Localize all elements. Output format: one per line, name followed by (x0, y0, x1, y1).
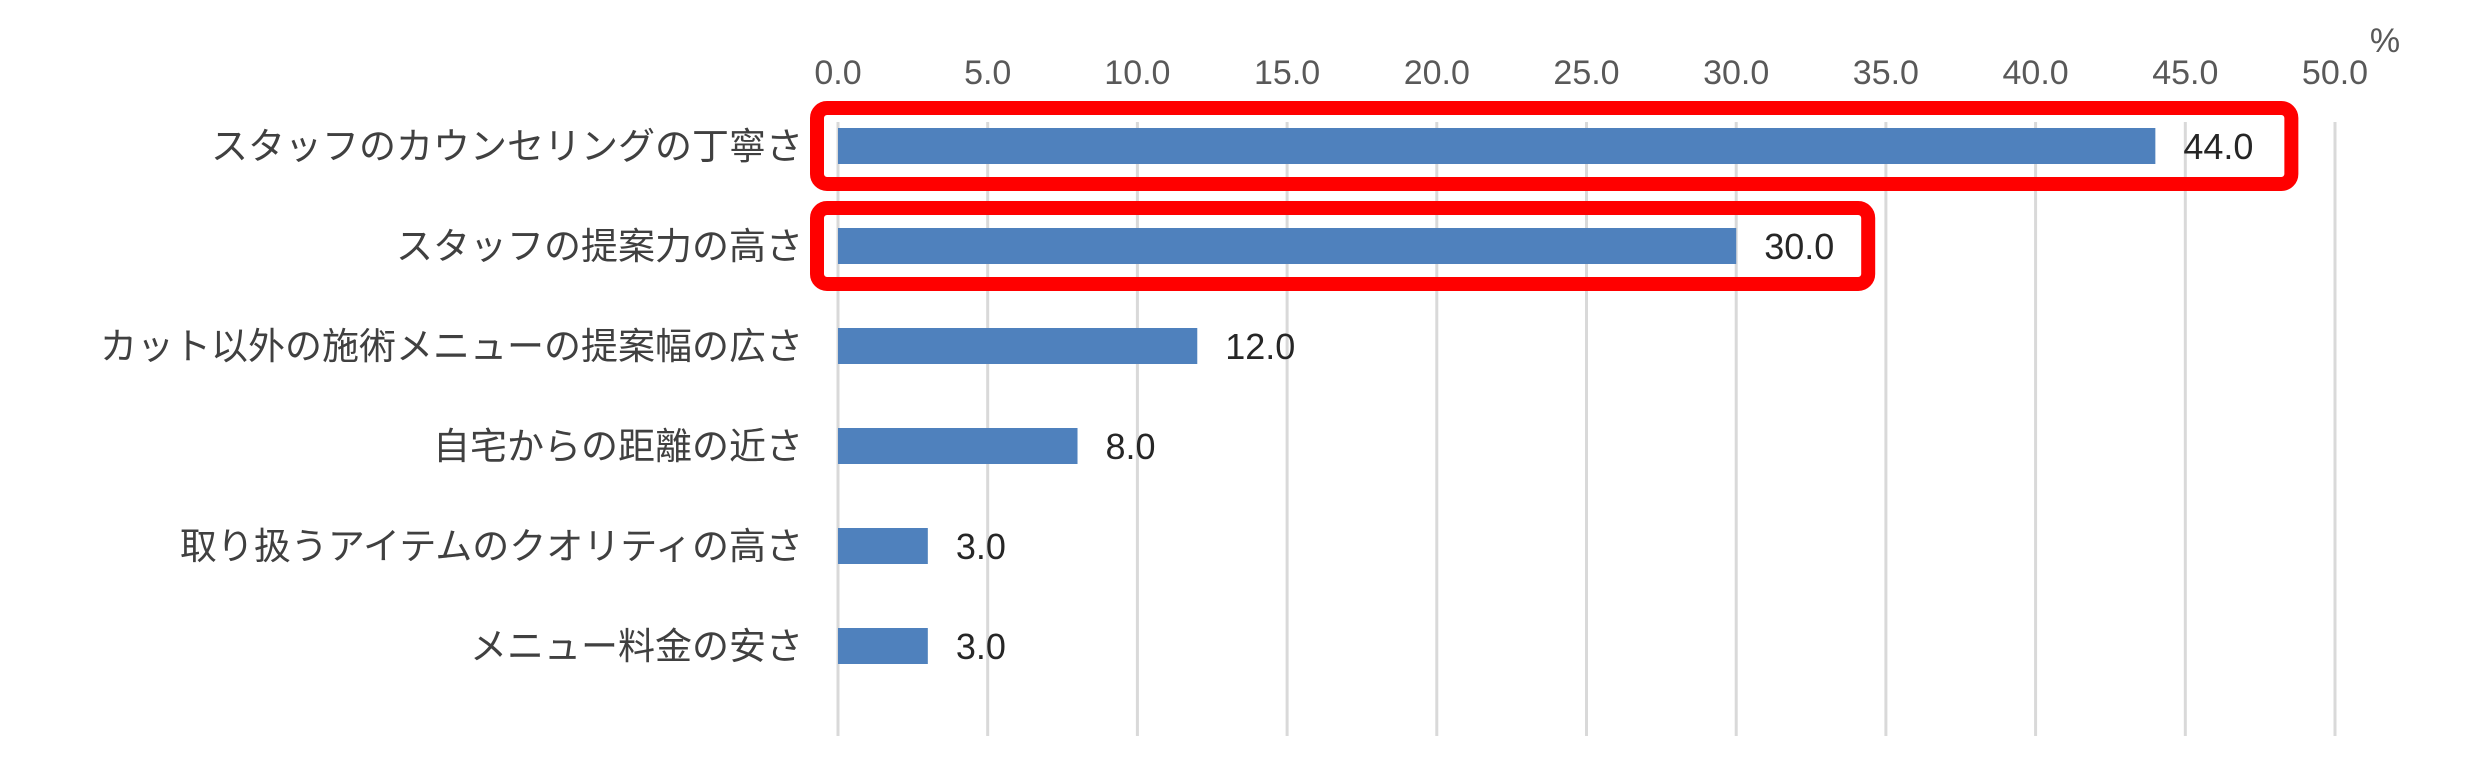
gridlines (836, 122, 2337, 736)
x-tick-label: 0.0 (814, 54, 861, 92)
highlight-boxes (810, 101, 2299, 291)
bar (838, 628, 928, 664)
x-tick-label: 20.0 (1404, 54, 1470, 92)
data-label: 3.0 (956, 526, 1006, 567)
bar (838, 128, 2156, 164)
category-label: カット以外の施術メニューの提案幅の広さ (100, 325, 803, 368)
x-tick-label: 45.0 (2152, 54, 2218, 92)
highlight-box (810, 201, 1876, 291)
x-tick-label: 40.0 (2003, 54, 2069, 92)
bar (838, 428, 1078, 464)
highlight-box (810, 101, 2299, 191)
data-label: 8.0 (1106, 426, 1156, 467)
x-tick-label: 30.0 (1703, 54, 1769, 92)
x-tick-label: 35.0 (1853, 54, 1919, 92)
bar (838, 328, 1198, 364)
data-label: 44.0 (2183, 126, 2253, 167)
category-label: 取り扱うアイテムのクオリティの高さ (180, 525, 803, 568)
bars (838, 128, 2156, 664)
bar (838, 228, 1737, 264)
category-label: スタッフのカウンセリングの丁寧さ (211, 125, 803, 168)
bar (838, 528, 928, 564)
category-label: スタッフの提案力の高さ (396, 225, 803, 268)
unit-label: % (2370, 22, 2400, 60)
x-tick-label: 15.0 (1254, 54, 1320, 92)
category-label: 自宅からの距離の近さ (433, 425, 803, 468)
labels: 0.0 5.0 10.0 15.0 20.0 25.0 30.0 35.0 40.0 45.0 50… (100, 54, 2368, 668)
x-tick-label: 50.0 (2302, 54, 2368, 92)
x-tick-label: 10.0 (1104, 54, 1170, 92)
x-tick-label: 25.0 (1553, 54, 1619, 92)
data-label: 12.0 (1225, 326, 1295, 367)
data-label: 3.0 (956, 626, 1006, 667)
category-label: メニュー料金の安さ (470, 625, 803, 668)
data-label: 30.0 (1764, 226, 1834, 267)
x-tick-label: 5.0 (964, 54, 1011, 92)
